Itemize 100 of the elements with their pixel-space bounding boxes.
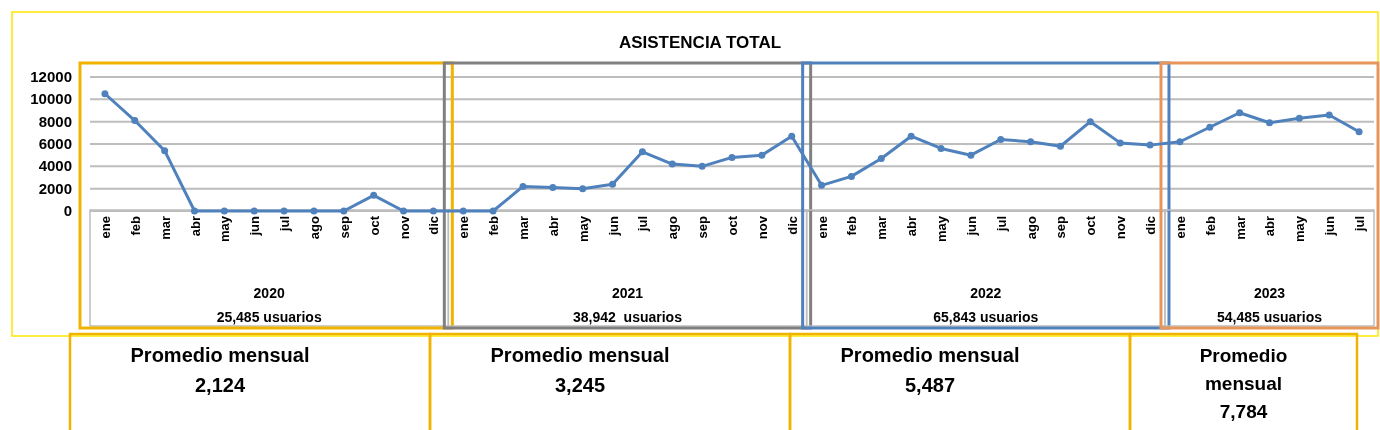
point [400,207,408,215]
x-tick-label: jul [1352,216,1368,233]
text: Promedio mensual 3,245 [490,344,670,396]
chart-title: ASISTENCIA TOTAL [618,33,782,52]
point [429,207,437,215]
text: 2022 [970,285,1002,301]
point [698,162,706,170]
x-tick-label: jul [635,216,651,233]
point [519,182,527,190]
x-tick-label: ago [665,215,681,240]
x-tick-label: oct [725,215,740,236]
x-tick-label: sep [1053,215,1069,239]
point [638,148,646,156]
point [250,207,258,215]
point [847,172,855,180]
point [758,151,766,159]
x-tick-label: nov [396,215,412,240]
point [370,191,378,199]
x-tick-label: jul [993,216,1009,233]
x-tick-label: mar [157,216,173,240]
point [1027,138,1035,146]
x-tick-label: sep [336,215,352,239]
point [549,184,557,192]
x-tick-label: jun [963,215,979,237]
x-tick-label: may [217,215,233,243]
point [1295,114,1303,122]
point [907,132,915,140]
x-tick-label: jun [1322,215,1338,237]
x-tick-label: nov [754,215,770,240]
point [937,144,945,152]
point [459,207,467,215]
x-tick-label: ene [456,216,472,239]
x-tick-label: ene [97,216,113,239]
x-tick-label: nov [1113,215,1129,240]
text: 65,843 usuarios [933,309,1039,325]
point [1146,141,1154,149]
x-tick-label: abr [1262,216,1278,237]
point [1086,118,1094,126]
point [1236,109,1244,117]
x-tick-label: abr [545,216,561,237]
point [1265,119,1273,127]
x-tick-label: mar [515,216,531,240]
text: Promedio mensual 2,124 [130,344,310,396]
point [131,117,139,125]
x-tick-label: jun [247,215,263,237]
x-tick-label: feb [486,215,502,236]
x-tick-label: ene [814,216,830,239]
x-tick-label: jul [277,216,293,233]
text: 25,485 usuarios [216,309,322,325]
y-tick-label: 6000 [38,135,72,152]
text: 54,485 usuarios [1216,309,1323,325]
x-tick-label: may [575,215,591,243]
x-tick-label: jun [605,215,621,237]
point [220,207,228,215]
point [340,207,348,215]
text: 2021 [611,285,644,301]
x-tick-label: oct [1083,215,1099,236]
y-tick-label: 0 [63,202,72,219]
x-tick-label: mar [874,216,890,240]
x-tick-label: ago [1023,215,1039,240]
point [579,185,587,193]
point [101,90,109,98]
x-tick-label: dic [426,216,442,235]
text: 38,942 usuarios [573,309,683,325]
point [967,151,975,159]
point [997,136,1005,144]
point [489,207,497,215]
text: 2020 [253,285,285,301]
x-tick-label: abr [187,216,203,237]
x-tick-label: ene [1172,216,1188,239]
point [161,147,169,155]
x-tick-label: mar [1232,216,1248,240]
x-tick-label: dic [1143,216,1159,235]
x-tick-label: oct [366,215,382,236]
point [1355,128,1363,136]
y-tick-label: 8000 [38,112,72,130]
x-tick-label: sep [695,215,711,239]
text: Promedio mensual 5,487 [840,344,1020,396]
point [280,207,288,215]
point [1056,142,1064,150]
point [1206,123,1214,131]
point [1325,111,1333,119]
point [191,207,199,215]
text: Promedio mensual 7,784 [1199,345,1288,422]
x-tick-label: may [1292,215,1308,243]
text: 2023 [1253,285,1286,301]
x-tick-label: feb [1202,215,1218,236]
x-tick-label: feb [844,215,860,236]
x-tick-label: abr [904,216,920,237]
point [609,180,617,188]
y-tick-label: 10000 [30,90,72,108]
x-tick-label: may [934,215,950,243]
y-tick-label: 12000 [30,68,72,85]
point [668,160,676,168]
x-tick-label: dic [784,216,800,235]
y-tick-label: 4000 [38,157,72,175]
point [788,132,796,140]
point [1116,139,1124,147]
x-tick-label: feb [127,215,143,236]
y-tick-label: 2000 [38,179,72,197]
